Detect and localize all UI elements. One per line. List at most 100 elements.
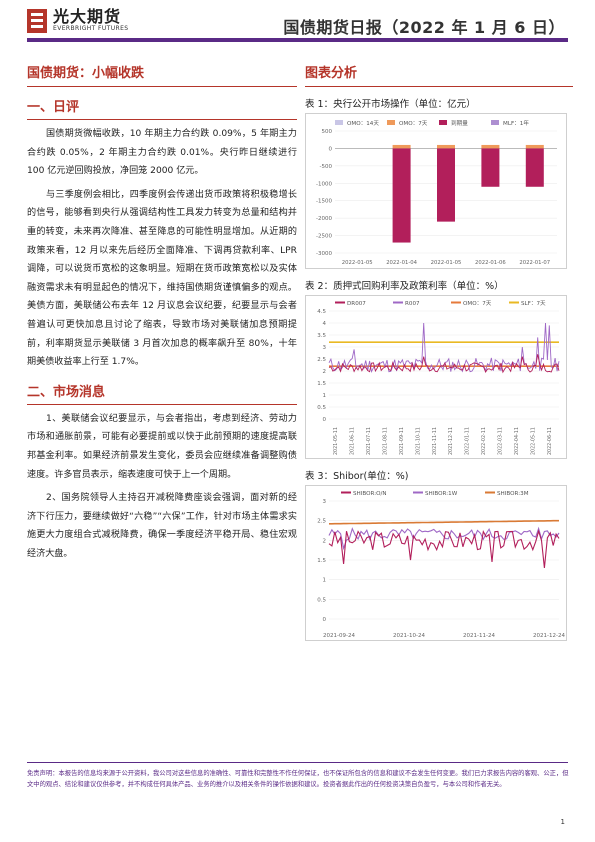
bar-maturity	[437, 148, 455, 222]
legend-label: 到期量	[451, 120, 468, 127]
chart3-title: 表 3：Shibor(单位：%)	[305, 471, 409, 482]
legend-label: SLF：7天	[521, 300, 546, 307]
x-tick-label: 2021-08-11	[383, 427, 389, 455]
page-number: 1	[560, 818, 565, 826]
chart2-box: DR007 R007 OMO：7天 SLF：7天 4.5 4 3.5 3 2.5 2 1.5 1 0.5…	[305, 295, 573, 459]
y-tick-label: 3	[323, 499, 327, 505]
x-tick-label: 2021-12-24	[533, 633, 565, 639]
y-tick-label: 0	[329, 146, 333, 152]
x-tick-label: 2022-05-11	[530, 427, 536, 455]
y-tick-label: 1	[323, 393, 327, 399]
x-tick-label: 2022-02-11	[481, 427, 487, 455]
news-paragraph: 2、国务院领导人主持召开减税降费座谈会强调，面对新的经济下行压力，要继续做好“六…	[27, 493, 297, 559]
x-tick-label: 2021-07-11	[366, 427, 372, 455]
bar-maturity	[525, 148, 544, 187]
chart-frame	[305, 113, 567, 269]
review-paragraph: 国债期货微幅收跌，10 年期主力合约跌 0.09%，5 年期主力合约跌 0.05…	[27, 129, 297, 177]
y-tick-label: 0	[323, 417, 327, 423]
x-tick-label: 2021-06-11	[350, 427, 356, 455]
y-tick-label: 0.5	[317, 405, 326, 411]
y-tick-label: 500	[322, 129, 333, 135]
bar-omo-7d	[481, 144, 500, 149]
bar-maturity	[481, 148, 500, 187]
y-tick-label: 2	[323, 369, 327, 375]
x-tick-label: 2022-01-07	[519, 260, 550, 266]
legend-label: SHIBOR:3M	[497, 491, 529, 497]
section-title-daily-review: 一、日评	[27, 96, 297, 120]
x-tick-label: 2022-01-05	[431, 260, 462, 266]
review-paragraph: 与三季度例会相比，四季度例会传递出货币政策将积极稳增长的信号，能够看到央行从强调…	[27, 189, 297, 368]
legend-label: OMO：14天	[347, 120, 379, 127]
y-tick-label: 2.5	[317, 357, 326, 363]
legend-swatch	[387, 120, 395, 125]
legend-label: MLF：1年	[503, 119, 529, 127]
legend-label: OMO：7天	[463, 300, 492, 307]
legend-label: SHIBOR:1W	[425, 491, 458, 497]
news-paragraph: 1、美联储会议纪要显示，与会者指出，考虑到经济、劳动力市场和通胀前景，可能有必要…	[27, 413, 297, 480]
y-tick-label: 2.5	[317, 519, 326, 525]
chart1-title: 表 1：央行公开市场操作（单位：亿元）	[305, 99, 476, 110]
x-tick-label: 2022-01-11	[465, 427, 471, 455]
omo-bar-chart: OMO：14天 OMO：7天 到期量 MLF：1年 500 0 -500 -1000 -1500…	[305, 113, 567, 269]
legend-label: DR007	[347, 301, 366, 307]
legend-label: SHIBOR:O/N	[353, 491, 387, 497]
y-tick-label: 0.5	[317, 597, 326, 603]
legend-swatch	[335, 120, 343, 125]
report-title: 国债期货日报（2022 年 1 月 6 日）	[283, 18, 565, 37]
repo-rate-line-chart: DR007 R007 OMO：7天 SLF：7天 4.5 4 3.5 3 2.5 2 1.5 1 0.5…	[305, 295, 567, 459]
logo-subtitle: EVERBRIGHT FUTURES	[53, 25, 129, 32]
x-tick-label: 2021-09-24	[323, 633, 355, 639]
x-tick-label: 2021-10-11	[415, 427, 421, 455]
x-tick-label: 2021-10-24	[393, 633, 425, 639]
y-tick-label: 3.5	[317, 333, 326, 339]
chart-frame	[305, 295, 567, 459]
bar-omo-7d	[392, 144, 411, 149]
everbright-logo-icon	[27, 8, 47, 33]
x-tick-label: 2021-05-11	[333, 427, 339, 455]
y-tick-label: -2500	[316, 234, 332, 240]
header-divider	[27, 38, 568, 42]
legend-swatch	[491, 120, 499, 125]
x-tick-label: 2021-12-11	[448, 427, 454, 455]
y-tick-label: -3000	[316, 251, 332, 257]
logo-name: 光大期货	[53, 7, 122, 26]
y-tick-label: 3	[323, 345, 327, 351]
footer-divider	[27, 762, 568, 763]
chart1-box: OMO：14天 OMO：7天 到期量 MLF：1年 500 0 -500 -1000 -1500…	[305, 113, 573, 269]
y-tick-label: -1000	[316, 181, 332, 187]
right-column: 图表分析 表 1：央行公开市场操作（单位：亿元） OMO：14天 OMO：7天 到期…	[305, 62, 573, 641]
y-tick-label: 1.5	[317, 558, 326, 564]
x-tick-label: 2021-11-24	[463, 633, 495, 639]
x-tick-label: 2022-01-06	[475, 260, 506, 266]
legend-label: OMO：7天	[399, 120, 428, 127]
y-tick-label: 1	[323, 578, 327, 584]
chart3-box: SHIBOR:O/N SHIBOR:1W SHIBOR:3M 3 2.5 2 1.5 1 0.5…	[305, 485, 573, 641]
logo: 光大期货 EVERBRIGHT FUTURES	[27, 8, 129, 33]
x-tick-label: 2022-01-05	[342, 260, 373, 266]
x-tick-label: 2022-01-04	[386, 260, 417, 266]
legend-swatch	[439, 120, 447, 125]
chart2-title: 表 2：质押式回购利率及政策利率（单位：%）	[305, 281, 504, 292]
y-tick-label: 2	[323, 538, 327, 544]
x-tick-label: 2022-04-11	[514, 427, 520, 455]
y-tick-label: 0	[323, 617, 327, 623]
bar-omo-7d	[525, 144, 544, 149]
series-shibor-on	[328, 529, 560, 568]
legend-label: R007	[405, 301, 420, 307]
bar-maturity	[392, 148, 411, 243]
series-dr007	[328, 354, 560, 374]
x-tick-label: 2021-09-11	[399, 427, 405, 455]
series-shibor-3m	[329, 519, 559, 525]
x-tick-label: 2021-11-11	[432, 427, 438, 455]
bar-omo-7d	[437, 144, 455, 149]
y-tick-label: 4.5	[317, 309, 326, 315]
y-tick-label: -500	[320, 164, 333, 170]
y-tick-label: 4	[323, 321, 327, 327]
x-tick-label: 2022-03-11	[498, 427, 504, 455]
left-column: 国债期货：小幅收跌 一、日评 国债期货微幅收跌，10 年期主力合约跌 0.09%…	[27, 62, 297, 563]
section-title-market-news: 二、市场消息	[27, 381, 297, 405]
y-tick-label: -2000	[316, 216, 332, 222]
y-tick-label: 1.5	[317, 381, 326, 387]
shibor-line-chart: SHIBOR:O/N SHIBOR:1W SHIBOR:3M 3 2.5 2 1.5 1 0.5…	[305, 485, 567, 641]
chart-frame	[305, 485, 567, 641]
